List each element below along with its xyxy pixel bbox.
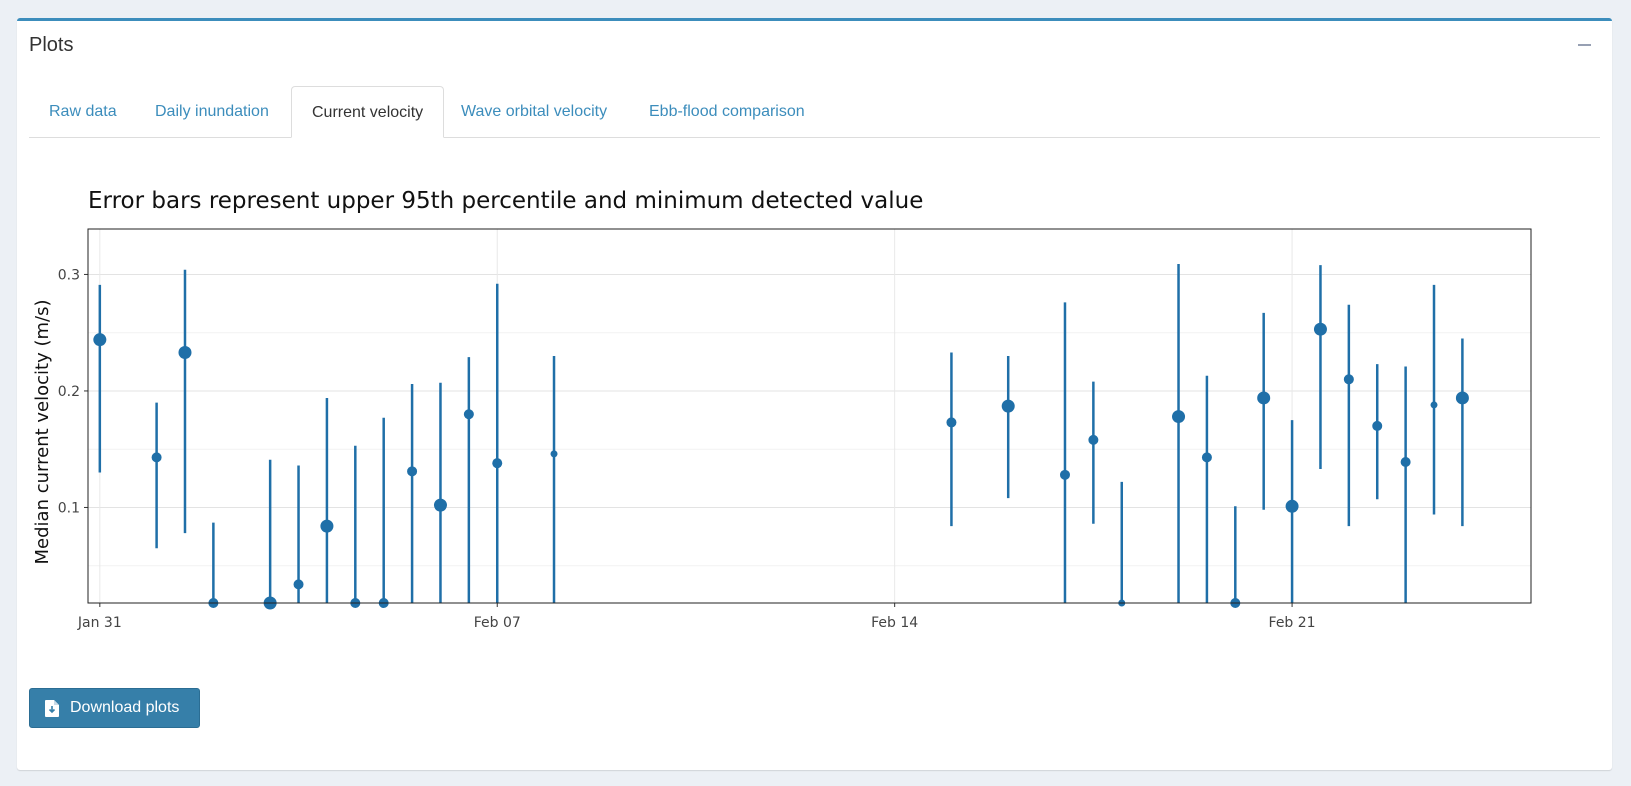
chart-title: Error bars represent upper 95th percenti… xyxy=(88,188,923,214)
data-point xyxy=(463,409,474,420)
collapse-button[interactable] xyxy=(1574,33,1594,53)
tab-daily-inundation[interactable]: Daily inundation xyxy=(155,103,269,120)
data-point xyxy=(1313,322,1327,336)
y-tick-label: 0.3 xyxy=(58,267,80,283)
y-tick-label: 0.1 xyxy=(58,500,80,516)
data-point xyxy=(1059,469,1070,480)
x-tick-labels: Jan 31 Feb 07 Feb 14 Feb 21 xyxy=(77,615,1316,631)
data-point xyxy=(178,346,192,360)
panel-header: Plots xyxy=(17,21,1612,71)
plots-panel: Plots Raw data Daily inundation Current … xyxy=(17,18,1612,770)
data-point xyxy=(433,498,447,512)
data-point xyxy=(407,466,418,477)
velocity-chart: Error bars represent upper 95th percenti… xyxy=(32,188,1532,631)
x-tick-label: Feb 21 xyxy=(1269,615,1316,631)
x-tick-label: Jan 31 xyxy=(77,615,122,631)
tab-raw-data[interactable]: Raw data xyxy=(49,103,117,120)
data-point xyxy=(1201,452,1212,463)
data-point xyxy=(1455,391,1469,405)
data-point xyxy=(1257,391,1271,405)
chart-grid xyxy=(84,229,1531,607)
data-point xyxy=(1285,499,1299,513)
tab-ebb-flood-comparison[interactable]: Ebb-flood comparison xyxy=(649,103,805,120)
x-tick-label: Feb 14 xyxy=(871,615,918,631)
panel-title: Plots xyxy=(29,34,74,56)
y-tick-label: 0.2 xyxy=(58,384,80,400)
data-point xyxy=(492,458,503,469)
y-axis-title: Median current velocity (m/s) xyxy=(32,300,53,565)
data-point xyxy=(1372,420,1383,431)
data-point xyxy=(946,417,957,428)
data-point xyxy=(1088,434,1099,445)
download-plots-button[interactable]: Download plots xyxy=(29,688,200,728)
plot-tabs: Raw data Daily inundation Current veloci… xyxy=(29,86,1600,138)
x-tick-label: Feb 07 xyxy=(474,615,521,631)
data-point xyxy=(1400,457,1411,468)
y-tick-labels: 0.1 0.2 0.3 xyxy=(58,267,80,516)
data-point xyxy=(93,333,107,347)
data-point xyxy=(293,579,304,590)
data-point xyxy=(1172,410,1186,424)
tab-wave-orbital-velocity[interactable]: Wave orbital velocity xyxy=(461,103,608,120)
plot-frame xyxy=(87,228,1532,604)
data-point xyxy=(550,450,558,458)
chart-marks xyxy=(93,263,1469,610)
data-point xyxy=(1430,401,1438,409)
data-point xyxy=(320,519,334,533)
download-label: Download plots xyxy=(70,699,180,716)
data-point xyxy=(1001,399,1015,413)
data-point xyxy=(151,452,162,463)
tab-current-velocity[interactable]: Current velocity xyxy=(291,86,445,138)
data-point xyxy=(1343,374,1354,385)
file-download-icon xyxy=(45,699,59,717)
